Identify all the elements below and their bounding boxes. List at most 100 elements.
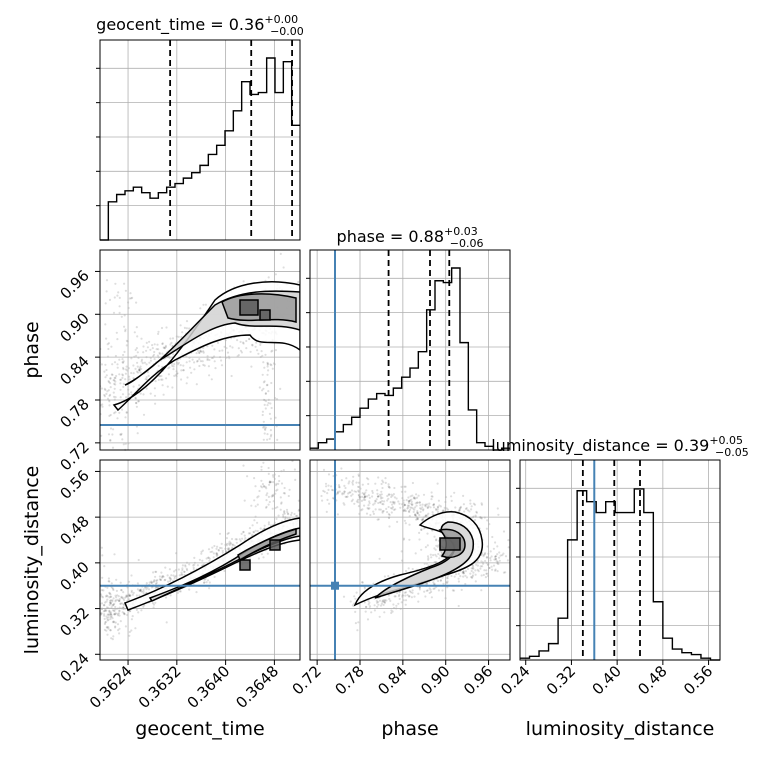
scatter-point bbox=[432, 554, 435, 557]
scatter-point bbox=[404, 599, 408, 602]
scatter-point bbox=[407, 567, 410, 570]
scatter-point bbox=[122, 368, 125, 371]
scatter-point bbox=[186, 376, 189, 379]
scatter-point bbox=[416, 511, 419, 514]
scatter-point bbox=[279, 508, 282, 511]
scatter-point bbox=[213, 544, 216, 548]
scatter-point bbox=[105, 626, 108, 629]
scatter-point bbox=[506, 559, 509, 562]
scatter-point bbox=[267, 495, 270, 498]
scatter-point bbox=[379, 604, 383, 607]
scatter-point bbox=[474, 569, 477, 572]
scatter-point bbox=[216, 341, 220, 344]
scatter-point bbox=[113, 613, 117, 616]
scatter-point bbox=[215, 554, 218, 558]
scatter-point bbox=[107, 389, 110, 392]
scatter-point bbox=[257, 352, 260, 355]
scatter-point bbox=[181, 564, 184, 567]
scatter-point bbox=[457, 572, 460, 576]
scatter-point bbox=[118, 296, 121, 299]
scatter-point bbox=[357, 474, 360, 478]
scatter-phase-distance bbox=[320, 467, 513, 632]
scatter-point bbox=[106, 619, 109, 622]
scatter-point bbox=[447, 574, 450, 577]
scatter-point bbox=[383, 601, 387, 604]
scatter-point bbox=[116, 366, 119, 369]
scatter-point bbox=[154, 575, 157, 578]
scatter-point bbox=[181, 331, 184, 334]
scatter-point bbox=[106, 626, 109, 629]
scatter-point bbox=[111, 586, 114, 589]
scatter-point bbox=[132, 377, 135, 380]
scatter-point bbox=[123, 599, 126, 602]
scatter-point bbox=[368, 605, 372, 608]
scatter-point bbox=[381, 511, 384, 514]
scatter-point bbox=[379, 493, 382, 496]
scatter-point bbox=[105, 609, 108, 612]
scatter-point bbox=[472, 571, 475, 574]
scatter-point bbox=[357, 485, 360, 488]
scatter-point bbox=[349, 600, 352, 603]
scatter-point bbox=[297, 280, 300, 284]
scatter-point bbox=[121, 376, 124, 379]
scatter-point bbox=[261, 483, 264, 486]
scatter-point bbox=[154, 586, 157, 590]
scatter-point bbox=[229, 542, 232, 545]
scatter-point bbox=[252, 531, 256, 534]
scatter-point bbox=[265, 505, 268, 508]
scatter-point bbox=[164, 566, 167, 569]
scatter-point bbox=[170, 341, 173, 344]
scatter-point bbox=[330, 488, 334, 491]
scatter-point bbox=[163, 346, 166, 349]
scatter-point bbox=[184, 564, 187, 567]
scatter-point bbox=[494, 555, 498, 558]
scatter-point bbox=[256, 521, 259, 524]
scatter-point bbox=[468, 510, 471, 513]
scatter-point bbox=[434, 507, 438, 511]
scatter-point bbox=[253, 477, 256, 480]
scatter-point bbox=[511, 566, 513, 568]
scatter-point bbox=[496, 553, 499, 556]
scatter-point bbox=[450, 499, 453, 502]
scatter-point bbox=[169, 578, 172, 581]
scatter-point bbox=[154, 570, 157, 573]
scatter-point bbox=[148, 581, 151, 584]
contour-level bbox=[374, 521, 475, 599]
scatter-point bbox=[480, 517, 483, 520]
scatter-point bbox=[413, 595, 416, 598]
scatter-point bbox=[327, 488, 330, 491]
scatter-point bbox=[124, 330, 127, 333]
scatter-point bbox=[218, 532, 222, 535]
scatter-point bbox=[109, 629, 112, 632]
scatter-point bbox=[351, 493, 354, 496]
scatter-point bbox=[393, 496, 396, 499]
scatter-point bbox=[407, 504, 410, 507]
scatter-point bbox=[399, 506, 402, 509]
scatter-point bbox=[282, 469, 285, 472]
scatter-point bbox=[403, 509, 406, 513]
scatter-point bbox=[137, 611, 140, 614]
scatter-point bbox=[109, 376, 112, 380]
scatter-point bbox=[259, 485, 263, 488]
scatter-point bbox=[462, 494, 465, 497]
scatter-point bbox=[120, 588, 123, 592]
scatter-point bbox=[166, 574, 169, 577]
scatter-point bbox=[239, 349, 242, 352]
scatter-point bbox=[103, 628, 106, 632]
scatter-point bbox=[263, 403, 266, 406]
scatter-point bbox=[112, 587, 115, 590]
scatter-point bbox=[268, 412, 271, 415]
scatter-point bbox=[411, 494, 414, 497]
scatter-point bbox=[430, 491, 433, 494]
scatter-point bbox=[412, 507, 415, 510]
scatter-point bbox=[376, 518, 379, 521]
scatter-point bbox=[193, 368, 196, 371]
scatter-point bbox=[363, 601, 366, 604]
scatter-point bbox=[231, 546, 234, 549]
scatter-point bbox=[275, 517, 278, 521]
scatter-point bbox=[113, 382, 116, 385]
scatter-point bbox=[484, 576, 487, 579]
scatter-point bbox=[386, 494, 389, 498]
scatter-point bbox=[462, 571, 465, 574]
scatter-point bbox=[199, 307, 202, 310]
